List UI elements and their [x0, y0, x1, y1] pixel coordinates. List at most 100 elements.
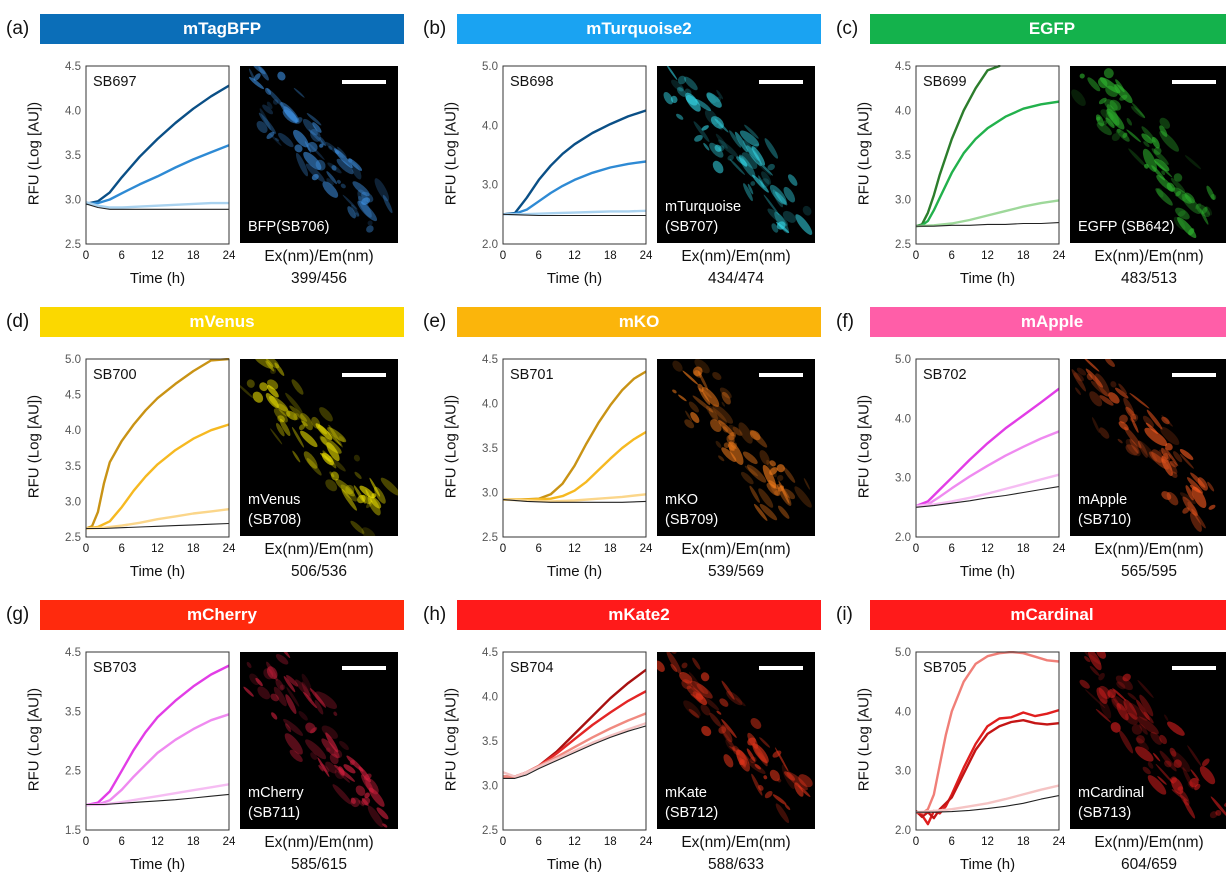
fluorescence-blob: [803, 477, 810, 490]
series-line-3: [916, 784, 1059, 814]
series-line-1: [86, 143, 229, 206]
fluorescence-blob: [328, 424, 343, 448]
y-tick-label: 4.0: [895, 706, 911, 718]
y-tick-label: 3.0: [895, 195, 911, 207]
fluorescence-blob: [756, 162, 772, 176]
fluorescence-blob: [759, 450, 770, 465]
fluorescence-blob: [734, 131, 748, 153]
x-tick-label: 6: [536, 250, 542, 262]
fluorescence-blob: [772, 189, 784, 208]
fluorescence-blob: [1119, 414, 1128, 424]
fluorescence-blob: [325, 747, 331, 753]
fluorescence-blob: [1175, 190, 1182, 197]
fluorescence-blob: [358, 799, 365, 807]
fluorescence-blob: [688, 401, 699, 413]
fluorescence-blob: [738, 154, 756, 178]
series-group: [916, 651, 1059, 826]
fluorescence-blob: [342, 194, 358, 210]
y-tick-label: 2.0: [895, 825, 911, 837]
fluorescence-blob: [763, 194, 780, 216]
series-line-0: [86, 358, 229, 530]
protein-header: mTagBFP: [40, 14, 404, 44]
fluorescence-blob: [751, 146, 766, 166]
fluorescence-blob: [1161, 458, 1167, 464]
fluorescence-blob: [326, 171, 338, 185]
fluorescence-blob: [744, 465, 759, 477]
x-axis-label: Time (h): [546, 270, 603, 287]
fluorescence-blob: [266, 131, 275, 140]
exem-value: 604/659: [1120, 856, 1178, 873]
series-line-0: [916, 387, 1059, 508]
fluorescence-blob: [1123, 397, 1135, 416]
fluorescence-blob: [314, 691, 338, 709]
y-tick-label: 4.5: [65, 390, 81, 402]
fluorescence-blob: [1111, 133, 1120, 142]
y-tick-label: 3.5: [482, 443, 498, 455]
x-tick-label: 24: [1053, 250, 1066, 262]
fluorescence-blob: [1177, 210, 1186, 217]
microscope-label: BFP(SB706): [248, 219, 330, 235]
fluorescence-blob: [774, 211, 789, 234]
fluorescence-blob: [1159, 734, 1167, 745]
fluorescence-blob: [1166, 182, 1175, 192]
y-tick-label: 2.0: [895, 532, 911, 544]
fluorescence-blob: [753, 743, 768, 767]
fluorescence-blob: [352, 181, 370, 197]
fluorescence-blob: [678, 86, 684, 92]
fluorescence-blob: [710, 116, 724, 129]
fluorescence-blob: [1209, 811, 1218, 819]
fluorescence-blob: [286, 410, 298, 421]
fluorescence-blob: [336, 158, 354, 175]
y-axis-label: RFU (Log [AU]): [855, 101, 873, 206]
fluorescence-blob: [1187, 745, 1202, 767]
fluorescence-blob: [1103, 68, 1114, 79]
fluorescence-blob: [374, 178, 390, 202]
strain-label: SB700: [93, 367, 137, 383]
fluorescence-blob: [1194, 203, 1202, 210]
growth-chart: 2.0 3.0 4.0 5.0 0 6 12 18 24 SB702: [895, 354, 1066, 555]
exem-label: Ex(nm)/Em(nm): [681, 248, 791, 265]
fluorescence-blob: [1210, 796, 1226, 818]
fluorescence-blob: [709, 142, 724, 158]
protein-header: mVenus: [40, 307, 404, 337]
strain-label: SB704: [510, 660, 554, 676]
fluorescence-blob: [1171, 471, 1178, 478]
fluorescence-blob: [771, 223, 779, 233]
series-line-3: [86, 203, 229, 210]
strain-label: SB705: [923, 660, 967, 676]
fluorescence-blob: [671, 79, 684, 92]
x-tick-label: 6: [119, 543, 125, 555]
fluorescence-blob: [1154, 158, 1170, 172]
fluorescence-blob: [1173, 451, 1183, 463]
fluorescence-blob: [1169, 460, 1178, 468]
fluorescence-blob: [305, 722, 316, 734]
microscope-texture: [657, 652, 813, 823]
fluorescence-blob: [753, 503, 768, 521]
fluorescence-blob: [746, 748, 756, 762]
fluorescence-blob: [752, 174, 769, 193]
fluorescence-blob: [721, 447, 737, 462]
fluorescence-blob: [308, 129, 326, 146]
fluorescence-blob: [1138, 440, 1158, 462]
fluorescence-blob: [701, 387, 720, 407]
fluorescence-blob: [1139, 694, 1154, 717]
fluorescence-blob: [688, 708, 700, 719]
fluorescence-blob: [1137, 440, 1148, 458]
fluorescence-blob: [1173, 173, 1183, 182]
series-line-1: [503, 430, 646, 501]
fluorescence-blob: [1188, 228, 1195, 236]
fluorescence-blob: [1137, 679, 1154, 699]
fluorescence-blob: [317, 757, 330, 777]
fluorescence-blob: [690, 411, 700, 424]
microscope-texture: [1079, 652, 1226, 819]
fluorescence-blob: [762, 464, 777, 489]
panel-letter: (i): [836, 604, 853, 625]
y-tick-label: 2.5: [65, 532, 81, 544]
plot-frame: [502, 358, 647, 538]
fluorescence-blob: [681, 662, 688, 669]
x-tick-label: 12: [151, 250, 164, 262]
microscope-label: mCardinal (SB713): [1078, 785, 1145, 821]
fluorescence-blob: [298, 711, 308, 721]
microscope-label: mKO (SB709): [665, 492, 719, 528]
y-tick-label: 3.0: [482, 781, 498, 793]
